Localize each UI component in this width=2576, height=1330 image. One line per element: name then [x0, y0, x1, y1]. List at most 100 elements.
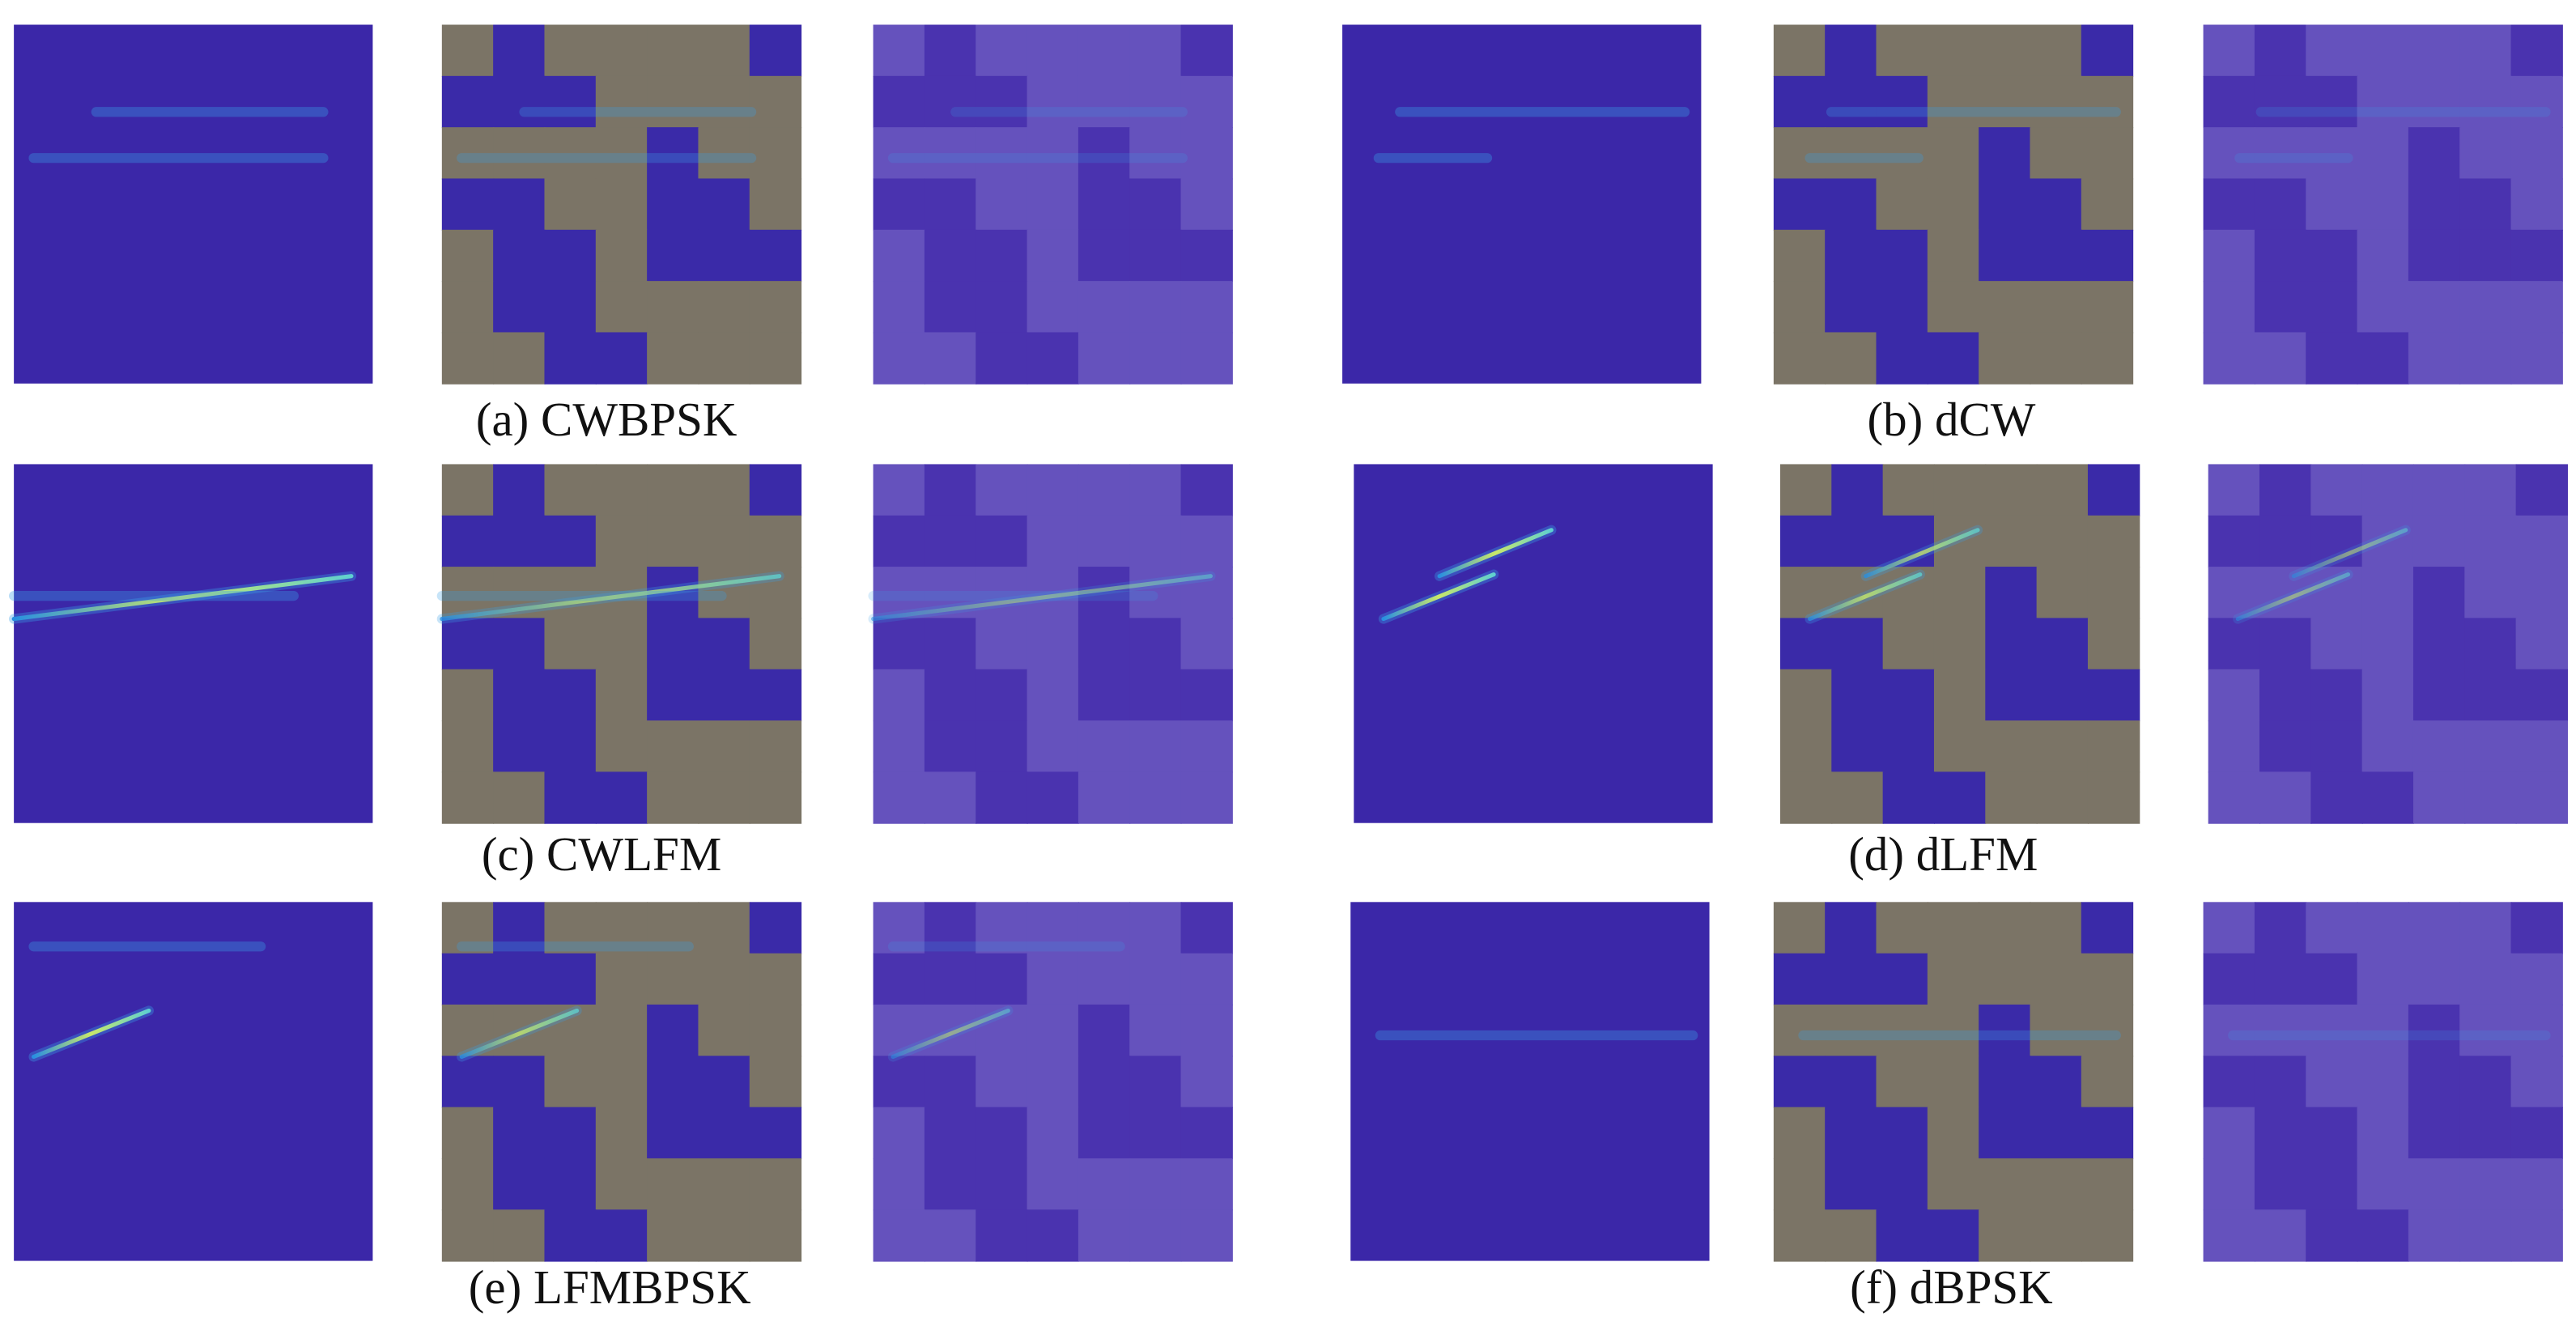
mask-cell	[2259, 618, 2312, 670]
mask-cell	[1129, 281, 1182, 334]
mask-cell	[2459, 178, 2512, 231]
mask-cell	[2036, 618, 2089, 670]
mask-cell	[2510, 953, 2563, 1005]
spectrogram	[1350, 902, 1710, 1261]
mask-cell	[1078, 771, 1131, 824]
mask-cell	[1979, 902, 2031, 954]
signal-trace	[1808, 572, 1923, 622]
mask-cell	[873, 1158, 925, 1211]
mask-cell	[698, 464, 750, 516]
mask-cell	[2310, 567, 2363, 619]
mask-cell	[1876, 953, 1928, 1005]
mask-cell	[544, 771, 597, 824]
mask-cell	[924, 1056, 977, 1108]
mask-cell	[2459, 1107, 2512, 1159]
mask-cell	[1876, 1107, 1928, 1159]
mask-cell	[2464, 464, 2517, 516]
mask-cell	[1027, 1209, 1079, 1262]
mask-cell	[873, 127, 925, 180]
mask-cell	[2361, 464, 2415, 516]
mask-cell	[1027, 953, 1079, 1005]
mask-cell	[441, 669, 495, 722]
mask-cell	[493, 618, 546, 670]
mask-cell	[873, 953, 925, 1005]
mask-cell	[1933, 515, 1987, 568]
mask-cell	[493, 669, 546, 722]
mask-cell	[2036, 669, 2089, 722]
mask-cell	[2254, 24, 2307, 77]
mask-cell	[1933, 618, 1987, 670]
mask-cell	[595, 178, 648, 231]
mask-cell	[493, 515, 546, 568]
caption: (a) CWBPSK	[476, 393, 738, 446]
mask-cell	[1129, 127, 1182, 180]
mask-cell	[1831, 464, 1884, 516]
mask-cell	[2510, 1158, 2563, 1211]
mask-cell	[976, 720, 1028, 773]
mask-cell	[544, 515, 597, 568]
mask-cell	[2459, 1056, 2512, 1108]
mask-cell	[1027, 178, 1079, 231]
mask-cell	[1882, 567, 1935, 619]
mask-cell	[2208, 464, 2261, 516]
mask-cell	[1979, 229, 2031, 283]
mask-cell	[1927, 24, 1980, 77]
mask-cell	[544, 618, 597, 670]
mask-cell	[976, 229, 1028, 283]
mask-cell	[1876, 1158, 1928, 1211]
mask-cell	[1078, 281, 1131, 334]
mask-cell	[749, 229, 802, 283]
mask-cell	[595, 720, 648, 773]
mask-cell	[2306, 24, 2358, 77]
mask-cell	[2408, 953, 2461, 1005]
mask-cell	[595, 1056, 648, 1108]
mask-cell	[1027, 75, 1079, 129]
mask-cell	[2203, 127, 2255, 180]
mask-cell	[1129, 720, 1182, 773]
mask-cell	[873, 75, 925, 129]
mask-cell	[1180, 953, 1233, 1005]
spectrogram	[1342, 24, 1702, 384]
mask-cell	[873, 24, 925, 77]
mask-cell	[1180, 618, 1233, 670]
mask-cell	[698, 24, 750, 77]
mask-cell	[595, 618, 648, 670]
mask-cell	[2306, 1056, 2358, 1108]
mask-cell	[749, 515, 802, 568]
mask-cell	[647, 1004, 699, 1057]
mask-cell	[976, 178, 1028, 231]
mask-cell	[647, 720, 699, 773]
mask-cell	[976, 1107, 1028, 1159]
mask-cell	[493, 1209, 546, 1262]
mask-cell	[2510, 281, 2563, 334]
mask-cell	[698, 75, 750, 129]
mask-cell	[1027, 669, 1079, 722]
mask-cell	[1027, 229, 1079, 283]
mask-cell	[1180, 1107, 1233, 1159]
mask-cell	[544, 953, 597, 1005]
mask-cell	[1078, 953, 1131, 1005]
mask-cell	[1825, 902, 1877, 954]
mask-cell	[924, 1158, 977, 1211]
mask-cell	[2259, 515, 2312, 568]
mask-cell	[1825, 24, 1877, 77]
mask-cell	[595, 464, 648, 516]
mask-cell	[1180, 178, 1233, 231]
mask-cell	[2464, 567, 2517, 619]
signal-trace	[1864, 528, 1980, 579]
caption: (d) dLFM	[1848, 827, 2038, 881]
mask-cell	[1180, 1209, 1233, 1262]
mask-cell	[2203, 24, 2255, 77]
mask-cell	[2208, 669, 2261, 722]
mask-cell	[1876, 902, 1928, 954]
mask-cell	[1180, 1004, 1233, 1057]
mask-cell	[2203, 178, 2255, 231]
caption: (b) dCW	[1868, 393, 2036, 446]
mask-cell	[1180, 669, 1233, 722]
signal-trace	[459, 1008, 580, 1059]
mask-cell	[441, 1107, 495, 1159]
caption: (c) CWLFM	[482, 827, 721, 881]
mask-cell	[441, 515, 495, 568]
mask-cell	[595, 332, 648, 385]
